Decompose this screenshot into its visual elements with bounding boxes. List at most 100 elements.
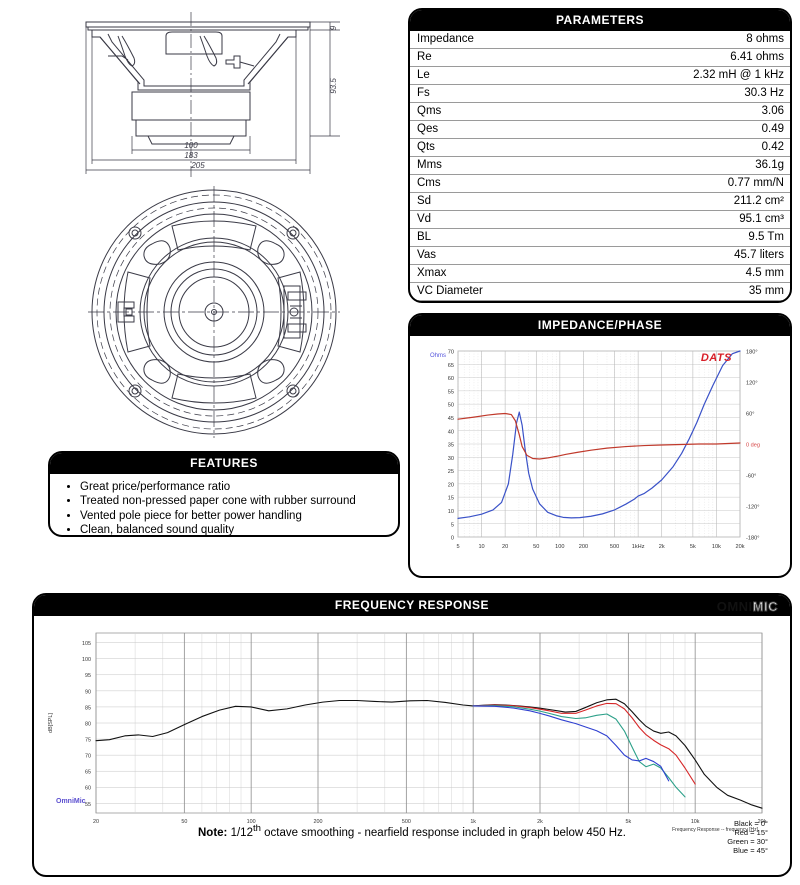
y-axis-tick-label: 55: [85, 802, 91, 808]
y-axis-tick-label: 60: [85, 786, 91, 792]
x-axis-tick-label: 5k: [690, 544, 696, 550]
note-text-b: octave smoothing - nearfield response in…: [260, 826, 626, 839]
parameter-value: 8 ohms: [639, 31, 790, 49]
data-series-impedance: [457, 350, 741, 519]
note-superscript: th: [252, 823, 261, 834]
dim-mid-width: 183: [184, 151, 198, 160]
parameter-value: 211.2 cm²: [639, 192, 790, 211]
x-axis-tick-label: 10k: [712, 544, 721, 550]
x-axis-tick-label: 500: [610, 544, 619, 550]
parameter-value: 95.1 cm³: [639, 210, 790, 229]
y-axis-tick-label: 50: [448, 403, 454, 409]
y-axis-tick-label: 35: [448, 443, 454, 449]
x-axis-tick-label: 1k: [470, 819, 476, 825]
parameter-value: 4.5 mm: [639, 264, 790, 283]
parameter-name: Impedance: [410, 31, 640, 49]
note-label: Note:: [198, 826, 228, 839]
y-axis-tick-label: 90: [85, 689, 91, 695]
legend-entry: Red = 15°: [734, 828, 768, 837]
frequency-response-panel: FREQUENCY RESPONSE OMNIMIC 55 60 65 70 75 80 8…: [32, 593, 792, 877]
speaker-side-view-drawing: 100 183 205 9 93.5: [85, 12, 340, 177]
x-axis-tick-label: 10: [478, 544, 484, 550]
y-axis-tick-label: 10: [448, 509, 454, 515]
x-axis-tick-label: 2k: [659, 544, 665, 550]
x-axis-tick-label: 5k: [625, 819, 631, 825]
x-axis-tick-label: 100: [247, 819, 256, 825]
table-row: Sd 211.2 cm²: [410, 192, 790, 211]
y-axis-tick-label: 85: [85, 705, 91, 711]
y2-axis-tick-label: -60°: [746, 474, 756, 480]
table-row: Impedance 8 ohms: [410, 31, 790, 49]
y-axis-tick-label: 25: [448, 469, 454, 475]
parameter-value: 2.32 mH @ 1 kHz: [639, 66, 790, 85]
y-axis-tick-label: 70: [85, 754, 91, 760]
table-row: Vd 95.1 cm³: [410, 210, 790, 229]
parameter-value: 0.42: [639, 138, 790, 157]
table-row: Xmax 4.5 mm: [410, 264, 790, 283]
dim-inner-width: 100: [184, 141, 198, 150]
y-axis-tick-label: 95: [85, 673, 91, 679]
table-row: Fs 30.3 Hz: [410, 84, 790, 103]
parameter-value: 45.7 liters: [639, 246, 790, 265]
technical-drawings: 100 183 205 9 93.5: [0, 0, 400, 448]
table-row: Qts 0.42: [410, 138, 790, 157]
table-row: Vas 45.7 liters: [410, 246, 790, 265]
parameter-name: SPL: [410, 300, 640, 301]
parameter-name: Vd: [410, 210, 640, 229]
y-axis-tick-label: 40: [448, 429, 454, 435]
parameter-name: BL: [410, 228, 640, 247]
table-row: Qms 3.06: [410, 102, 790, 121]
y2-axis-tick-label: 0 deg: [746, 443, 760, 449]
y-axis-tick-label: 75: [85, 737, 91, 743]
y-axis-tick-label: 0: [451, 536, 454, 542]
parameters-title: PARAMETERS: [410, 10, 790, 31]
y-axis-tick-label: 70: [448, 350, 454, 356]
parameters-table: Impedance 8 ohms Re 6.41 ohms Le 2.32 mH @ 1 …: [410, 31, 790, 301]
dim-total-height: 93.5: [329, 78, 338, 94]
parameters-panel: PARAMETERS Impedance 8 ohms Re 6.41 ohms Le 2…: [408, 8, 792, 303]
dim-flange-height: 9: [329, 25, 338, 30]
legend-entry: Blue = 45°: [733, 846, 768, 855]
parameter-name: VC Diameter: [410, 282, 640, 301]
speaker-front-view-drawing: [88, 186, 340, 438]
y-axis-tick-label: 100: [82, 657, 91, 663]
y2-axis-tick-label: 180°: [746, 350, 758, 356]
frequency-response-chart: 55 60 65 70 75 80 85 90 95 100 105 20 50 100 200 500 1k 2…: [48, 632, 767, 833]
table-row: Le 2.32 mH @ 1 kHz: [410, 66, 790, 85]
parameter-value: 0.77 mm/N: [639, 174, 790, 193]
y2-axis-tick-label: -120°: [746, 505, 759, 511]
parameter-value: 36.1g: [639, 156, 790, 175]
legend-entry: Black = 0°: [733, 819, 768, 828]
impedance-phase-panel: IMPEDANCE/PHASE 0 5 10 15 20 25 30 35 40 45 50 55 60…: [408, 313, 792, 578]
x-axis-tick-label: 5: [456, 544, 459, 550]
parameter-name: Xmax: [410, 264, 640, 283]
feature-item: Great price/performance ratio: [80, 480, 398, 494]
parameter-name: Qts: [410, 138, 640, 157]
y-axis-tick-label: 55: [448, 389, 454, 395]
feature-item: Vented pole piece for better power handl…: [80, 509, 398, 523]
y-axis-tick-label: 45: [448, 416, 454, 422]
parameter-name: Re: [410, 48, 640, 67]
features-title: FEATURES: [50, 453, 398, 474]
omnimic-logo-right: MIC: [752, 599, 778, 615]
y-axis-tick-label: 5: [451, 522, 454, 528]
x-axis-tick-label: 50: [181, 819, 187, 825]
table-row: Cms 0.77 mm/N: [410, 174, 790, 193]
data-series-phase: [457, 412, 741, 460]
x-axis-tick-label: 20k: [758, 819, 767, 825]
parameter-name: Mms: [410, 156, 640, 175]
x-axis-tick-label: 20k: [735, 544, 744, 550]
y2-axis-tick-label: -180°: [746, 536, 759, 542]
feature-item: Clean, balanced sound quality: [80, 523, 398, 535]
parameter-name: Cms: [410, 174, 640, 193]
parameter-name: Vas: [410, 246, 640, 265]
x-axis-tick-label: 100: [555, 544, 564, 550]
x-axis-tick-label: 500: [402, 819, 411, 825]
parameter-value: 9.5 Tm: [639, 228, 790, 247]
x-axis-tick-label: 200: [314, 819, 323, 825]
parameter-name: Fs: [410, 84, 640, 103]
parameter-name: Sd: [410, 192, 640, 211]
table-row: VC Diameter 35 mm: [410, 282, 790, 301]
parameter-value: 35 mm: [639, 282, 790, 301]
